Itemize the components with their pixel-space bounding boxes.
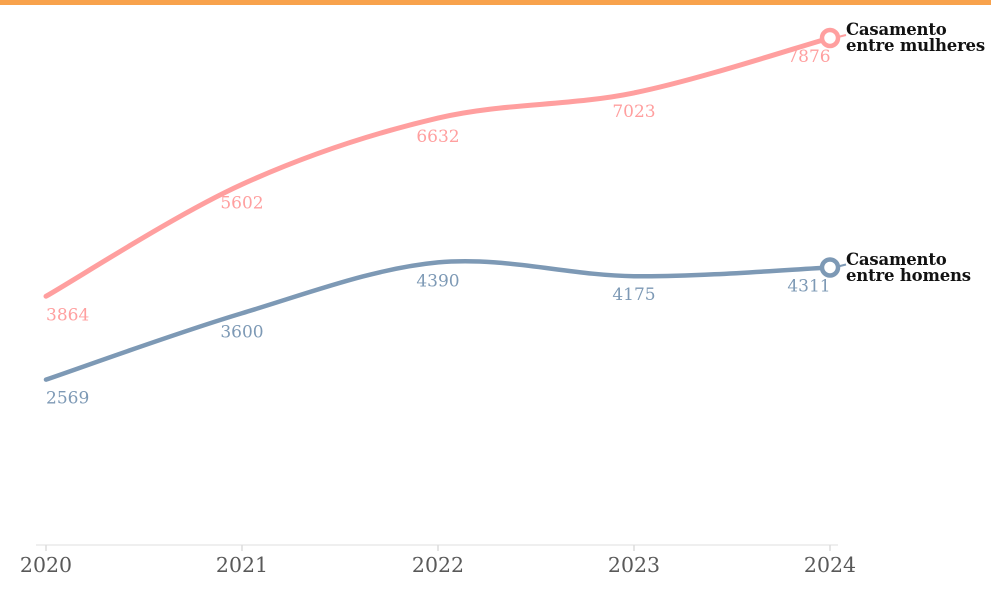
series-label-homens: Casamento entre homens bbox=[846, 250, 986, 285]
x-axis-label: 2020 bbox=[20, 553, 72, 577]
series-label-homens-line1: Casamento bbox=[846, 250, 947, 269]
data-point-label: 3864 bbox=[46, 305, 89, 325]
data-point-label: 6632 bbox=[416, 127, 459, 147]
top-accent-bar bbox=[0, 0, 991, 5]
data-point-label: 7023 bbox=[612, 102, 655, 122]
series-line-homens bbox=[43, 258, 833, 382]
data-point-label: 4390 bbox=[416, 271, 459, 291]
data-point-label: 3600 bbox=[220, 322, 263, 342]
x-axis-label: 2024 bbox=[804, 553, 856, 577]
series-label-mulheres-line1: Casamento bbox=[846, 20, 947, 39]
data-point-label: 4175 bbox=[612, 285, 655, 305]
series-label-mulheres-line2: entre mulheres bbox=[846, 36, 985, 55]
series-label-mulheres: Casamento entre mulheres bbox=[846, 20, 986, 55]
end-point-marker bbox=[819, 257, 841, 278]
series-line-mulheres bbox=[43, 35, 833, 299]
data-point-label: 5602 bbox=[220, 193, 263, 213]
x-axis-label: 2021 bbox=[216, 553, 268, 577]
data-point-label: 4311 bbox=[787, 276, 830, 296]
x-axis-label: 2022 bbox=[412, 553, 464, 577]
data-point-label: 7876 bbox=[787, 47, 830, 67]
series-label-homens-line2: entre homens bbox=[846, 266, 971, 285]
end-point-marker bbox=[819, 27, 841, 49]
data-point-label: 2569 bbox=[46, 389, 89, 409]
x-axis-label: 2023 bbox=[608, 553, 660, 577]
